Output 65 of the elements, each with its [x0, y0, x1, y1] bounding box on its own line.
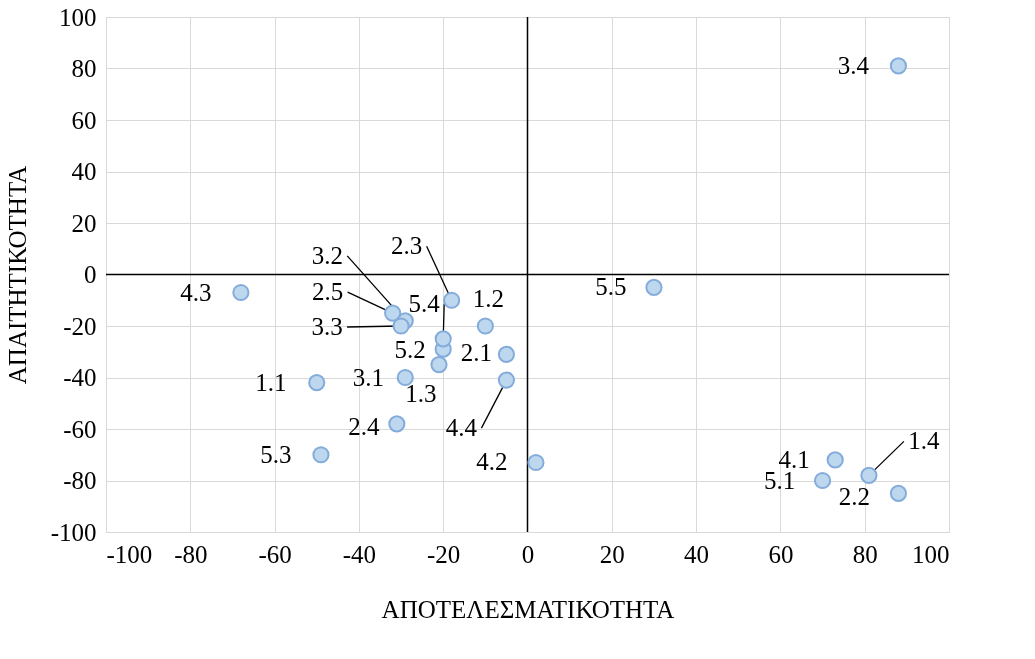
annotation: 5.5: [595, 273, 627, 301]
point: [308, 374, 326, 392]
x-tick-label: 60: [768, 540, 794, 568]
annotation: 1.1: [255, 368, 287, 396]
y-tick-label: 60: [71, 106, 97, 134]
point: [527, 453, 545, 472]
x-tick-label: 80: [852, 540, 878, 568]
point: [889, 484, 907, 502]
annotation: 5.3: [260, 440, 292, 468]
point: [232, 283, 250, 302]
point: [860, 466, 878, 484]
x-tick-label: -20: [427, 540, 461, 568]
annotation: 2.1: [460, 339, 493, 367]
point: [889, 57, 907, 75]
point: [312, 446, 330, 464]
x-tick-label: -100: [106, 540, 153, 568]
y-tick-label: -40: [63, 364, 97, 391]
point: [396, 368, 414, 387]
x-tick-label: 20: [599, 540, 625, 568]
y-tick-label: -100: [50, 518, 97, 546]
x-tick-label: 40: [684, 540, 710, 568]
annotation: 5.2: [394, 336, 426, 364]
point: [434, 330, 452, 348]
point: [813, 471, 832, 490]
point: [443, 291, 461, 309]
y-tick-label: 20: [71, 209, 97, 237]
point: [388, 415, 406, 433]
annotation: 2.4: [348, 412, 380, 440]
point: [645, 278, 663, 296]
annotation: 4.1: [778, 445, 810, 473]
y-tick-label: -80: [63, 467, 97, 494]
y-tick-label: 100: [59, 3, 97, 31]
x-tick-label: 100: [912, 540, 950, 568]
annotation: 4.4: [445, 414, 478, 442]
y-tick-label: -60: [63, 415, 97, 443]
point: [392, 317, 410, 335]
y-tick-label: -20: [63, 312, 97, 340]
x-tick-label: 0: [521, 540, 535, 568]
point: [826, 451, 844, 469]
x-tick-label: -80: [174, 540, 208, 568]
annotation: 2.3: [391, 232, 423, 260]
annotation: 1.3: [405, 379, 437, 407]
annotation: 2.2: [838, 483, 871, 511]
annotation: 5.4: [408, 289, 441, 317]
point: [384, 304, 402, 322]
x-tick-label: -60: [258, 540, 292, 568]
annotation: 3.1: [352, 363, 384, 391]
point: [476, 317, 494, 335]
point: [497, 371, 516, 389]
annotation: 2.5: [311, 278, 344, 306]
point: [430, 356, 448, 374]
y-tick-label: 40: [71, 158, 97, 185]
annotation: 1.2: [472, 285, 504, 312]
annotation: 4.3: [180, 278, 212, 306]
point: [497, 345, 516, 363]
y-tick-label: 0: [84, 261, 97, 288]
annotation: 4.2: [476, 448, 508, 476]
annotation: 3.4: [837, 51, 870, 79]
x-tick-label: -40: [342, 540, 377, 568]
annotation: 3.2: [311, 241, 343, 269]
y-axis-title: ΑΠΑΙΤΗΤΙΚΟΤΗΤΑ: [3, 165, 31, 385]
annotation: 3.3: [311, 313, 343, 340]
y-tick-label: 80: [71, 55, 97, 82]
x-axis-title: ΑΠΟΤΕΛΕΣΜΑΤΙΚΟΤΗΤΑ: [381, 595, 675, 623]
annotation: 1.4: [908, 427, 941, 455]
